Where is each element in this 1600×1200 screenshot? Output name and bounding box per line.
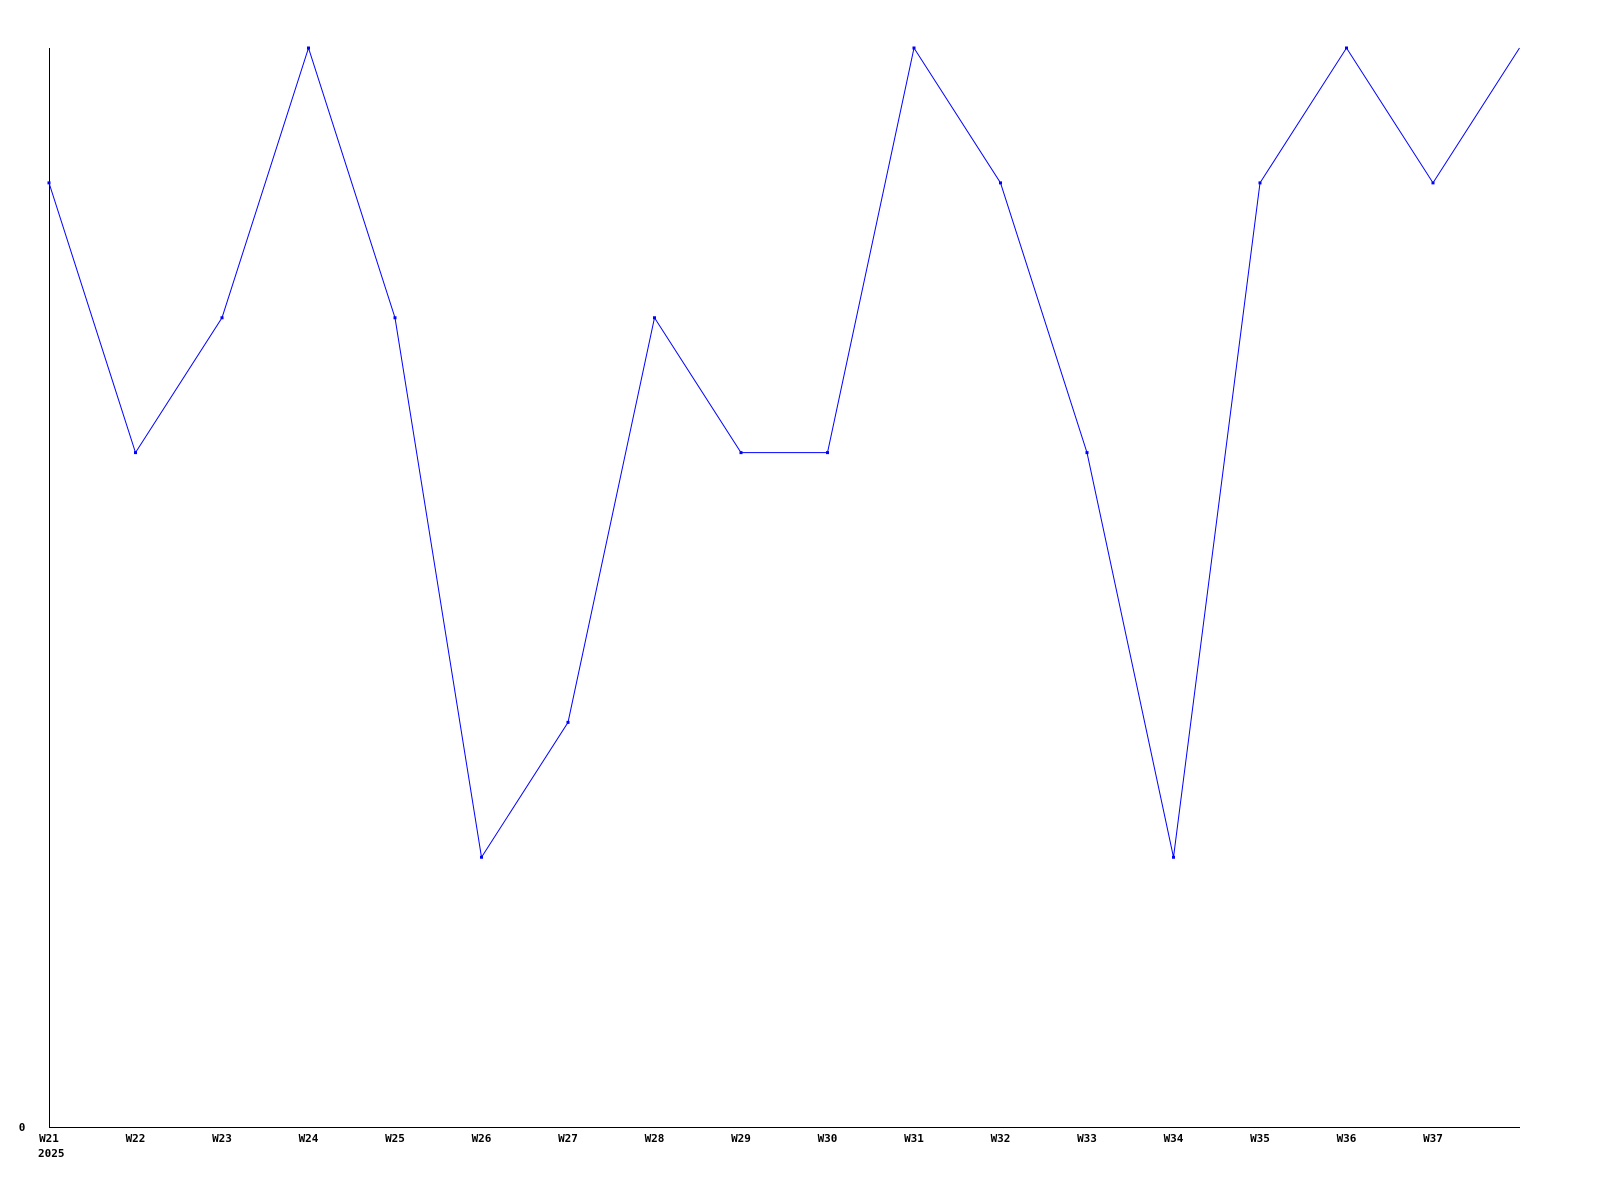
data-point [1258, 181, 1262, 185]
x-tick-label: W32 [991, 1132, 1011, 1145]
data-point [307, 46, 310, 50]
x-tick-label: W35 [1250, 1132, 1270, 1145]
x-tick-label: W27 [558, 1132, 578, 1145]
data-point [566, 720, 570, 724]
x-tick-label: W31 [904, 1132, 924, 1145]
x-tick-label: W21 [39, 1132, 59, 1145]
x-tick-label: W23 [212, 1132, 232, 1145]
data-point [1345, 46, 1348, 50]
x-tick-label: W25 [385, 1132, 405, 1145]
x-tick-label: W36 [1337, 1132, 1357, 1145]
data-point [1431, 181, 1435, 185]
data-point [220, 316, 224, 320]
x-tick-label: W26 [472, 1132, 492, 1145]
x-tick-label: W34 [1164, 1132, 1184, 1145]
axes: 0 2025 [19, 48, 1520, 1160]
data-point [47, 181, 51, 185]
x-year-label: 2025 [38, 1147, 65, 1160]
y-tick-label-0: 0 [19, 1121, 26, 1134]
x-tick-label: W33 [1077, 1132, 1097, 1145]
x-tick-label: W28 [645, 1132, 665, 1145]
x-tick-label: W24 [299, 1132, 319, 1145]
data-point [653, 316, 656, 320]
data-point [393, 316, 397, 320]
data-point [999, 181, 1002, 185]
data-point [1172, 855, 1175, 859]
data-point [912, 46, 916, 50]
x-tick-label: W22 [126, 1132, 146, 1145]
x-tick-label: W30 [818, 1132, 838, 1145]
data-point [1085, 451, 1089, 455]
x-tick-label: W37 [1423, 1132, 1443, 1145]
data-point [480, 855, 483, 859]
data-point [134, 451, 137, 455]
series-line [48, 46, 1520, 859]
data-point [826, 451, 829, 455]
x-tick-label: W29 [731, 1132, 751, 1145]
data-point [739, 451, 743, 455]
